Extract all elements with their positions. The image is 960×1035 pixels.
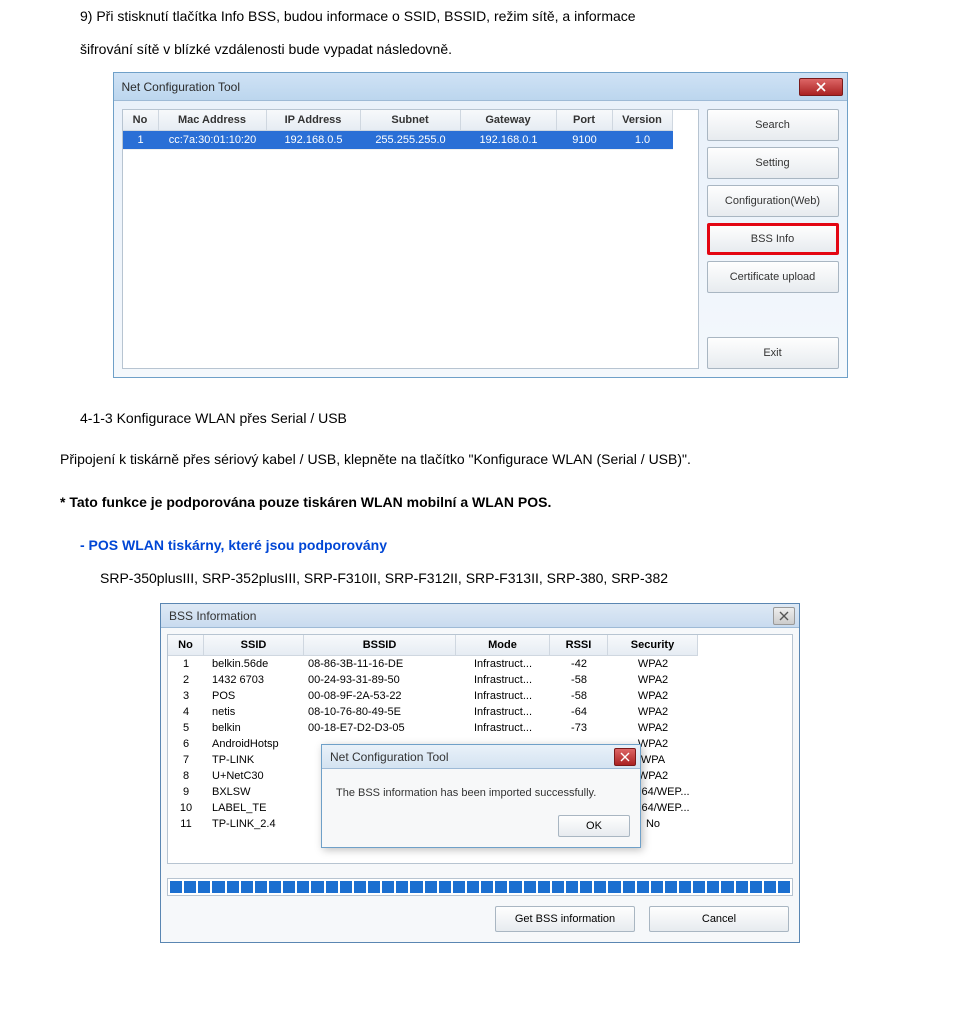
col-mode: Mode (456, 635, 550, 656)
cell: Infrastruct... (456, 688, 550, 704)
setting-button[interactable]: Setting (707, 147, 839, 179)
bss-row[interactable]: 1belkin.56de08-86-3B-11-16-DEInfrastruct… (168, 656, 792, 672)
col-ssid: SSID (204, 635, 304, 656)
cell: netis (204, 704, 304, 720)
col-ip: IP Address (267, 110, 361, 131)
win2-titlebar: BSS Information (161, 604, 799, 628)
cell: POS (204, 688, 304, 704)
device-row[interactable]: 1 cc:7a:30:01:10:20 192.168.0.5 255.255.… (123, 131, 698, 150)
doc-para2: * Tato funkce je podporována pouze tiská… (0, 486, 960, 519)
popup-message: The BSS information has been imported su… (322, 769, 640, 809)
cell: WPA2 (608, 688, 698, 704)
cell: WPA2 (608, 672, 698, 688)
cell: -73 (550, 720, 608, 736)
col-subnet: Subnet (361, 110, 461, 131)
cell: 00-24-93-31-89-50 (304, 672, 456, 688)
close-icon[interactable] (799, 78, 843, 96)
cell: 9100 (557, 131, 613, 150)
cancel-button[interactable]: Cancel (649, 906, 789, 932)
cell: 4 (168, 704, 204, 720)
win1-titlebar: Net Configuration Tool (114, 73, 847, 101)
device-table: No Mac Address IP Address Subnet Gateway… (122, 109, 699, 369)
cell: Infrastruct... (456, 656, 550, 672)
cell: 00-18-E7-D2-D3-05 (304, 720, 456, 736)
cell: 11 (168, 816, 204, 832)
cell: 10 (168, 800, 204, 816)
col-sec: Security (608, 635, 698, 656)
cell: 1432 6703 (204, 672, 304, 688)
cell: Infrastruct... (456, 672, 550, 688)
col-rssi: RSSI (550, 635, 608, 656)
cell: U+NetC30 (204, 768, 304, 784)
cell: 1.0 (613, 131, 673, 150)
win1-title: Net Configuration Tool (122, 80, 241, 94)
doc-para3b: SRP-350plusIII, SRP-352plusIII, SRP-F310… (0, 562, 960, 595)
cell: Infrastruct... (456, 720, 550, 736)
search-button[interactable]: Search (707, 109, 839, 141)
doc-para3a: - POS WLAN tiskárny, které jsou podporov… (80, 537, 387, 553)
cell: 192.168.0.5 (267, 131, 361, 150)
close-icon[interactable] (614, 748, 636, 766)
cell: -58 (550, 672, 608, 688)
cell: 3 (168, 688, 204, 704)
doc-step9-line2: šifrování sítě v blízké vzdálenosti bude… (0, 33, 960, 66)
col-gateway: Gateway (461, 110, 557, 131)
section-413: 4-1-3 Konfigurace WLAN přes Serial / USB (0, 402, 960, 435)
col-version: Version (613, 110, 673, 131)
popup-title: Net Configuration Tool (330, 750, 449, 764)
cell: WPA2 (608, 656, 698, 672)
screenshot-bss-information: BSS Information No SSID BSSID Mode RSSI … (160, 603, 800, 943)
cell: -64 (550, 704, 608, 720)
cell: -58 (550, 688, 608, 704)
import-success-dialog: Net Configuration Tool The BSS informati… (321, 744, 641, 848)
cell: 7 (168, 752, 204, 768)
cert-upload-button[interactable]: Certificate upload (707, 261, 839, 293)
cell: 8 (168, 768, 204, 784)
col-port: Port (557, 110, 613, 131)
cell: 00-08-9F-2A-53-22 (304, 688, 456, 704)
cell: 2 (168, 672, 204, 688)
doc-para1: Připojení k tiskárně přes sériový kabel … (0, 443, 960, 476)
cell: 6 (168, 736, 204, 752)
cell: 255.255.255.0 (361, 131, 461, 150)
win2-title: BSS Information (169, 609, 256, 623)
exit-button[interactable]: Exit (707, 337, 839, 369)
cell: BXLSW (204, 784, 304, 800)
config-web-button[interactable]: Configuration(Web) (707, 185, 839, 217)
cell: LABEL_TE (204, 800, 304, 816)
cell: WPA2 (608, 720, 698, 736)
col-no: No (168, 635, 204, 656)
col-mac: Mac Address (159, 110, 267, 131)
screenshot-net-config-tool: Net Configuration Tool No Mac Address IP… (113, 72, 848, 378)
cell: belkin (204, 720, 304, 736)
close-icon[interactable] (773, 607, 795, 625)
cell: Infrastruct... (456, 704, 550, 720)
cell: 1 (123, 131, 159, 150)
cell: -42 (550, 656, 608, 672)
bss-row[interactable]: 3POS00-08-9F-2A-53-22Infrastruct...-58WP… (168, 688, 792, 704)
bss-row[interactable]: 4netis08-10-76-80-49-5EInfrastruct...-64… (168, 704, 792, 720)
ok-button[interactable]: OK (558, 815, 630, 837)
cell: cc:7a:30:01:10:20 (159, 131, 267, 150)
col-no: No (123, 110, 159, 131)
cell: 5 (168, 720, 204, 736)
bss-row[interactable]: 21432 670300-24-93-31-89-50Infrastruct..… (168, 672, 792, 688)
progress-bar (167, 878, 793, 896)
cell: 1 (168, 656, 204, 672)
cell: AndroidHotsp (204, 736, 304, 752)
cell: 08-10-76-80-49-5E (304, 704, 456, 720)
cell: belkin.56de (204, 656, 304, 672)
cell: TP-LINK_2.4 (204, 816, 304, 832)
col-bssid: BSSID (304, 635, 456, 656)
bss-row[interactable]: 5belkin00-18-E7-D2-D3-05Infrastruct...-7… (168, 720, 792, 736)
get-bss-button[interactable]: Get BSS information (495, 906, 635, 932)
bss-info-button[interactable]: BSS Info (707, 223, 839, 255)
doc-step9-line1: 9) Při stisknutí tlačítka Info BSS, budo… (0, 0, 960, 33)
cell: TP-LINK (204, 752, 304, 768)
cell: 08-86-3B-11-16-DE (304, 656, 456, 672)
cell: 192.168.0.1 (461, 131, 557, 150)
cell: WPA2 (608, 704, 698, 720)
cell: 9 (168, 784, 204, 800)
